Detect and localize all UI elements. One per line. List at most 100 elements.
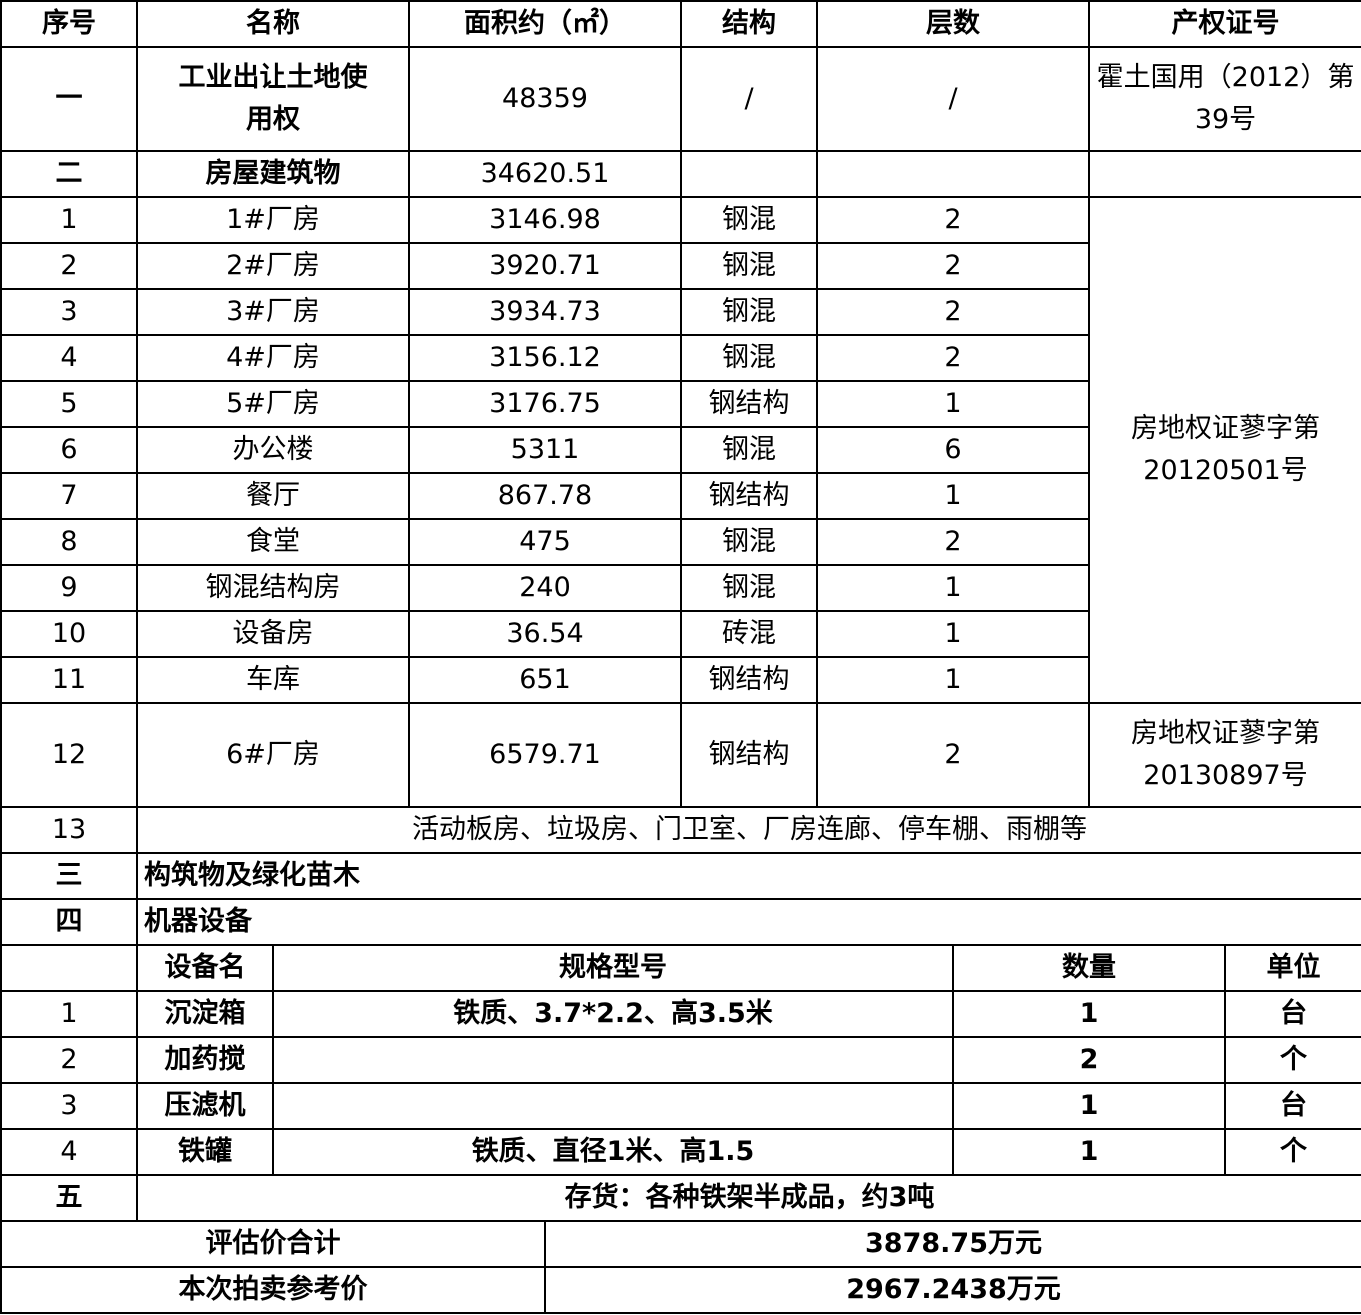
building-row: 5 5#厂房 3176.75 钢结构 1 [0, 380, 1361, 428]
header-seq: 序号 [0, 0, 138, 48]
equipment-header-spec: 规格型号 [272, 944, 954, 992]
buildings-total-row: 二 房屋建筑物 34620.51 [0, 150, 1361, 198]
building-seq: 7 [0, 472, 138, 520]
equipment-name: 沉淀箱 [136, 990, 274, 1038]
equipment-qty: 1 [952, 990, 1226, 1038]
building-area: 651 [408, 656, 682, 704]
building-name: 1#厂房 [136, 196, 410, 244]
building-structure: 钢混 [680, 334, 818, 382]
equipment-row: 1 沉淀箱 铁质、3.7*2.2、高3.5米 1 台 [0, 990, 1361, 1038]
building-row: 4 4#厂房 3156.12 钢混 2 [0, 334, 1361, 382]
building-cert: 房地权证蓼字第20120501号 [1088, 196, 1361, 704]
building-area: 5311 [408, 426, 682, 474]
building-area: 3920.71 [408, 242, 682, 290]
equipment-qty: 1 [952, 1128, 1226, 1176]
building-name: 车库 [136, 656, 410, 704]
header-row: 序号 名称 面积约（㎡） 结构 层数 产权证号 [0, 0, 1361, 48]
inventory-seq: 五 [0, 1174, 138, 1222]
building-floors: 2 [816, 334, 1090, 382]
building-floors: 2 [816, 196, 1090, 244]
buildings-total-cert [1088, 150, 1361, 198]
building-name: 2#厂房 [136, 242, 410, 290]
building-row: 3 3#厂房 3934.73 钢混 2 [0, 288, 1361, 336]
building-seq: 10 [0, 610, 138, 658]
equipment-unit: 个 [1224, 1128, 1361, 1176]
building-area: 3934.73 [408, 288, 682, 336]
building-floors: 2 [816, 518, 1090, 566]
building-area: 867.78 [408, 472, 682, 520]
building-row: 10 设备房 36.54 砖混 1 [0, 610, 1361, 658]
building-floors: 6 [816, 426, 1090, 474]
land-cert: 霍土国用（2012）第39号 [1088, 46, 1361, 152]
auction-price-row: 本次拍卖参考价 2967.2438万元 [0, 1266, 1361, 1314]
machinery-name: 机器设备 [136, 898, 1361, 946]
buildings-total-name: 房屋建筑物 [136, 150, 410, 198]
building-name: 设备房 [136, 610, 410, 658]
building-floors: 1 [816, 610, 1090, 658]
equipment-row: 2 加药搅 2 个 [0, 1036, 1361, 1084]
building-name: 5#厂房 [136, 380, 410, 428]
building-structure: 钢结构 [680, 472, 818, 520]
equipment-name: 加药搅 [136, 1036, 274, 1084]
header-floors: 层数 [816, 0, 1090, 48]
inventory-row: 五 存货：各种铁架半成品，约3吨 [0, 1174, 1361, 1222]
equipment-spec: 铁质、直径1米、高1.5 [272, 1128, 954, 1176]
structures-row: 三 构筑物及绿化苗木 [0, 852, 1361, 900]
building-structure: 钢混 [680, 564, 818, 612]
building-seq: 8 [0, 518, 138, 566]
equipment-seq: 1 [0, 990, 138, 1038]
equipment-name: 铁罐 [136, 1128, 274, 1176]
header-structure: 结构 [680, 0, 818, 48]
land-row: 一 工业出让土地使用权 48359 / / 霍土国用（2012）第39号 [0, 46, 1361, 152]
land-seq: 一 [0, 46, 138, 152]
equipment-unit: 个 [1224, 1036, 1361, 1084]
building-row-12: 12 6#厂房 6579.71 钢结构 2 房地权证蓼字第20130897号 [0, 702, 1361, 808]
equipment-header-unit: 单位 [1224, 944, 1361, 992]
building-floors: 1 [816, 472, 1090, 520]
building-seq: 13 [0, 806, 138, 854]
building-seq: 12 [0, 702, 138, 808]
building-floors: 2 [816, 702, 1090, 808]
building-area: 36.54 [408, 610, 682, 658]
building-area: 475 [408, 518, 682, 566]
appraisal-label: 评估价合计 [0, 1220, 546, 1268]
building-cert: 房地权证蓼字第20130897号 [1088, 702, 1361, 808]
building-name: 食堂 [136, 518, 410, 566]
building-row: 6 办公楼 5311 钢混 6 [0, 426, 1361, 474]
appraisal-value: 3878.75万元 [544, 1220, 1361, 1268]
equipment-unit: 台 [1224, 1082, 1361, 1130]
building-seq: 6 [0, 426, 138, 474]
building-name: 餐厅 [136, 472, 410, 520]
building-seq: 9 [0, 564, 138, 612]
header-cert: 产权证号 [1088, 0, 1361, 48]
building-name: 3#厂房 [136, 288, 410, 336]
auction-label: 本次拍卖参考价 [0, 1266, 546, 1314]
land-structure: / [680, 46, 818, 152]
building-structure: 砖混 [680, 610, 818, 658]
building-structure: 钢混 [680, 426, 818, 474]
building-seq: 2 [0, 242, 138, 290]
building-name: 6#厂房 [136, 702, 410, 808]
building-row: 7 餐厅 867.78 钢结构 1 [0, 472, 1361, 520]
building-row: 1 1#厂房 3146.98 钢混 2 房地权证蓼字第20120501号 [0, 196, 1361, 704]
building-floors: 1 [816, 656, 1090, 704]
building-seq: 5 [0, 380, 138, 428]
buildings-total-seq: 二 [0, 150, 138, 198]
machinery-seq: 四 [0, 898, 138, 946]
building-seq: 4 [0, 334, 138, 382]
building-structure: 钢混 [680, 242, 818, 290]
inventory-desc: 存货：各种铁架半成品，约3吨 [136, 1174, 1361, 1222]
equipment-header-row: 设备名 规格型号 数量 单位 [0, 944, 1361, 992]
equipment-qty: 2 [952, 1036, 1226, 1084]
equipment-spec: 铁质、3.7*2.2、高3.5米 [272, 990, 954, 1038]
building-area: 240 [408, 564, 682, 612]
building-floors: 1 [816, 564, 1090, 612]
land-name: 工业出让土地使用权 [136, 46, 410, 152]
building-name: 办公楼 [136, 426, 410, 474]
equipment-header-qty: 数量 [952, 944, 1226, 992]
building-row: 8 食堂 475 钢混 2 [0, 518, 1361, 566]
equipment-qty: 1 [952, 1082, 1226, 1130]
equipment-seq: 4 [0, 1128, 138, 1176]
equipment-seq: 2 [0, 1036, 138, 1084]
building-name: 4#厂房 [136, 334, 410, 382]
